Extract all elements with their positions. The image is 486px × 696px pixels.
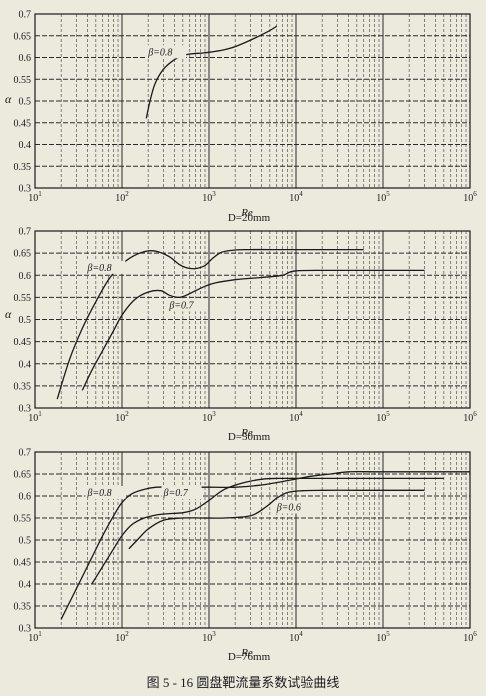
x-axis-label: Re bbox=[240, 207, 253, 219]
y-tick-label: 0.35 bbox=[14, 381, 32, 392]
x-tick-label: 104 bbox=[289, 190, 303, 204]
y-tick-label: 0.7 bbox=[19, 227, 32, 238]
chart-panel-3: 0.3 0.35 0.4 0.45 0.5 0.55 0.6 0.65 0.7 101 102 103… bbox=[14, 448, 478, 664]
series-line-beta-07 bbox=[91, 477, 444, 585]
annotation-label: β=0.8 bbox=[86, 263, 111, 274]
y-tick-label: 0.6 bbox=[19, 271, 32, 282]
x-tick-label: 106 bbox=[463, 410, 477, 424]
annotation-label: β=0.7 bbox=[163, 488, 189, 499]
y-tick-label: 0.55 bbox=[14, 514, 32, 525]
y-tick-label: 0.45 bbox=[14, 558, 32, 569]
y-tick-label: 0.65 bbox=[14, 470, 32, 481]
y-tick-label: 0.6 bbox=[19, 492, 32, 503]
x-tick-label: 103 bbox=[202, 630, 216, 644]
x-tick-label: 106 bbox=[463, 190, 477, 204]
figure-caption: 图 5 - 16 圆盘靶流量系数试验曲线 bbox=[146, 675, 340, 690]
y-tick-label: 0.7 bbox=[19, 448, 32, 459]
series-line-beta-08 bbox=[56, 248, 364, 400]
y-tick-label: 0.5 bbox=[19, 536, 32, 547]
x-tick-label: 105 bbox=[376, 190, 390, 204]
y-tick-label: 0.65 bbox=[14, 31, 32, 42]
annotation-backdrop bbox=[146, 45, 187, 59]
annotation-label: β=0.8 bbox=[147, 47, 172, 58]
x-tick-label: 104 bbox=[289, 630, 303, 644]
x-tick-label: 106 bbox=[463, 630, 477, 644]
annotation-backdrop bbox=[167, 298, 208, 312]
x-tick-label: 102 bbox=[115, 190, 129, 204]
y-tick-label: 0.3 bbox=[19, 624, 32, 635]
y-tick-label: 0.55 bbox=[14, 293, 32, 304]
annotation-backdrop bbox=[85, 260, 126, 274]
y-axis-label: α bbox=[5, 307, 12, 321]
y-tick-label: 0.4 bbox=[19, 580, 32, 591]
y-tick-label: 0.55 bbox=[14, 75, 32, 86]
chart-panel-2: 0.3 0.35 0.4 0.45 0.5 0.55 0.6 0.65 0.7 101 102 103… bbox=[5, 227, 477, 444]
y-tick-label: 0.45 bbox=[14, 118, 32, 129]
y-tick-label: 0.35 bbox=[14, 162, 32, 173]
y-tick-label: 0.65 bbox=[14, 249, 32, 260]
plot-frame bbox=[34, 451, 471, 629]
series-line-beta-08 bbox=[145, 25, 278, 119]
x-tick-label: 102 bbox=[115, 630, 129, 644]
y-tick-label: 0.5 bbox=[19, 97, 32, 108]
x-tick-label: 105 bbox=[376, 630, 390, 644]
x-tick-label: 105 bbox=[376, 410, 390, 424]
y-tick-label: 0.3 bbox=[19, 184, 32, 195]
y-tick-label: 0.6 bbox=[19, 53, 32, 64]
x-tick-label: 101 bbox=[28, 190, 42, 204]
chart-subtitle: D=76mm bbox=[228, 651, 271, 663]
x-tick-label: 101 bbox=[28, 630, 42, 644]
y-tick-label: 0.5 bbox=[19, 315, 32, 326]
plot-frame bbox=[34, 230, 471, 409]
x-tick-label: 103 bbox=[202, 410, 216, 424]
chart-panel-1: 0.3 0.35 0.4 0.45 0.5 0.55 0.6 0.65 0.7 101 102 103… bbox=[5, 10, 477, 225]
y-tick-label: 0.7 bbox=[19, 10, 32, 21]
x-tick-label: 101 bbox=[28, 410, 42, 424]
y-axis-label: α bbox=[5, 92, 12, 106]
annotation-backdrop bbox=[274, 500, 315, 514]
x-tick-label: 103 bbox=[202, 190, 216, 204]
y-tick-label: 0.45 bbox=[14, 337, 32, 348]
annotation-backdrop bbox=[85, 486, 126, 499]
chart-subtitle: D=50mm bbox=[228, 431, 271, 443]
series-line-beta-07 bbox=[81, 269, 425, 391]
annotation-label: β=0.7 bbox=[168, 300, 194, 311]
y-tick-label: 0.3 bbox=[19, 404, 32, 415]
chart-subtitle: D=20mm bbox=[228, 212, 271, 224]
y-tick-label: 0.35 bbox=[14, 602, 32, 613]
annotation-label: β=0.8 bbox=[86, 488, 111, 499]
y-tick-label: 0.4 bbox=[19, 359, 32, 370]
x-tick-label: 102 bbox=[115, 410, 129, 424]
x-axis-label: Re bbox=[240, 647, 253, 659]
x-axis-label: Re bbox=[240, 427, 253, 439]
y-tick-label: 0.4 bbox=[19, 140, 32, 151]
series-line-beta-06 bbox=[128, 489, 425, 550]
plot-frame bbox=[34, 13, 471, 189]
annotation-backdrop bbox=[161, 486, 202, 499]
x-tick-label: 104 bbox=[289, 410, 303, 424]
annotation-label: β=0.6 bbox=[276, 503, 301, 514]
